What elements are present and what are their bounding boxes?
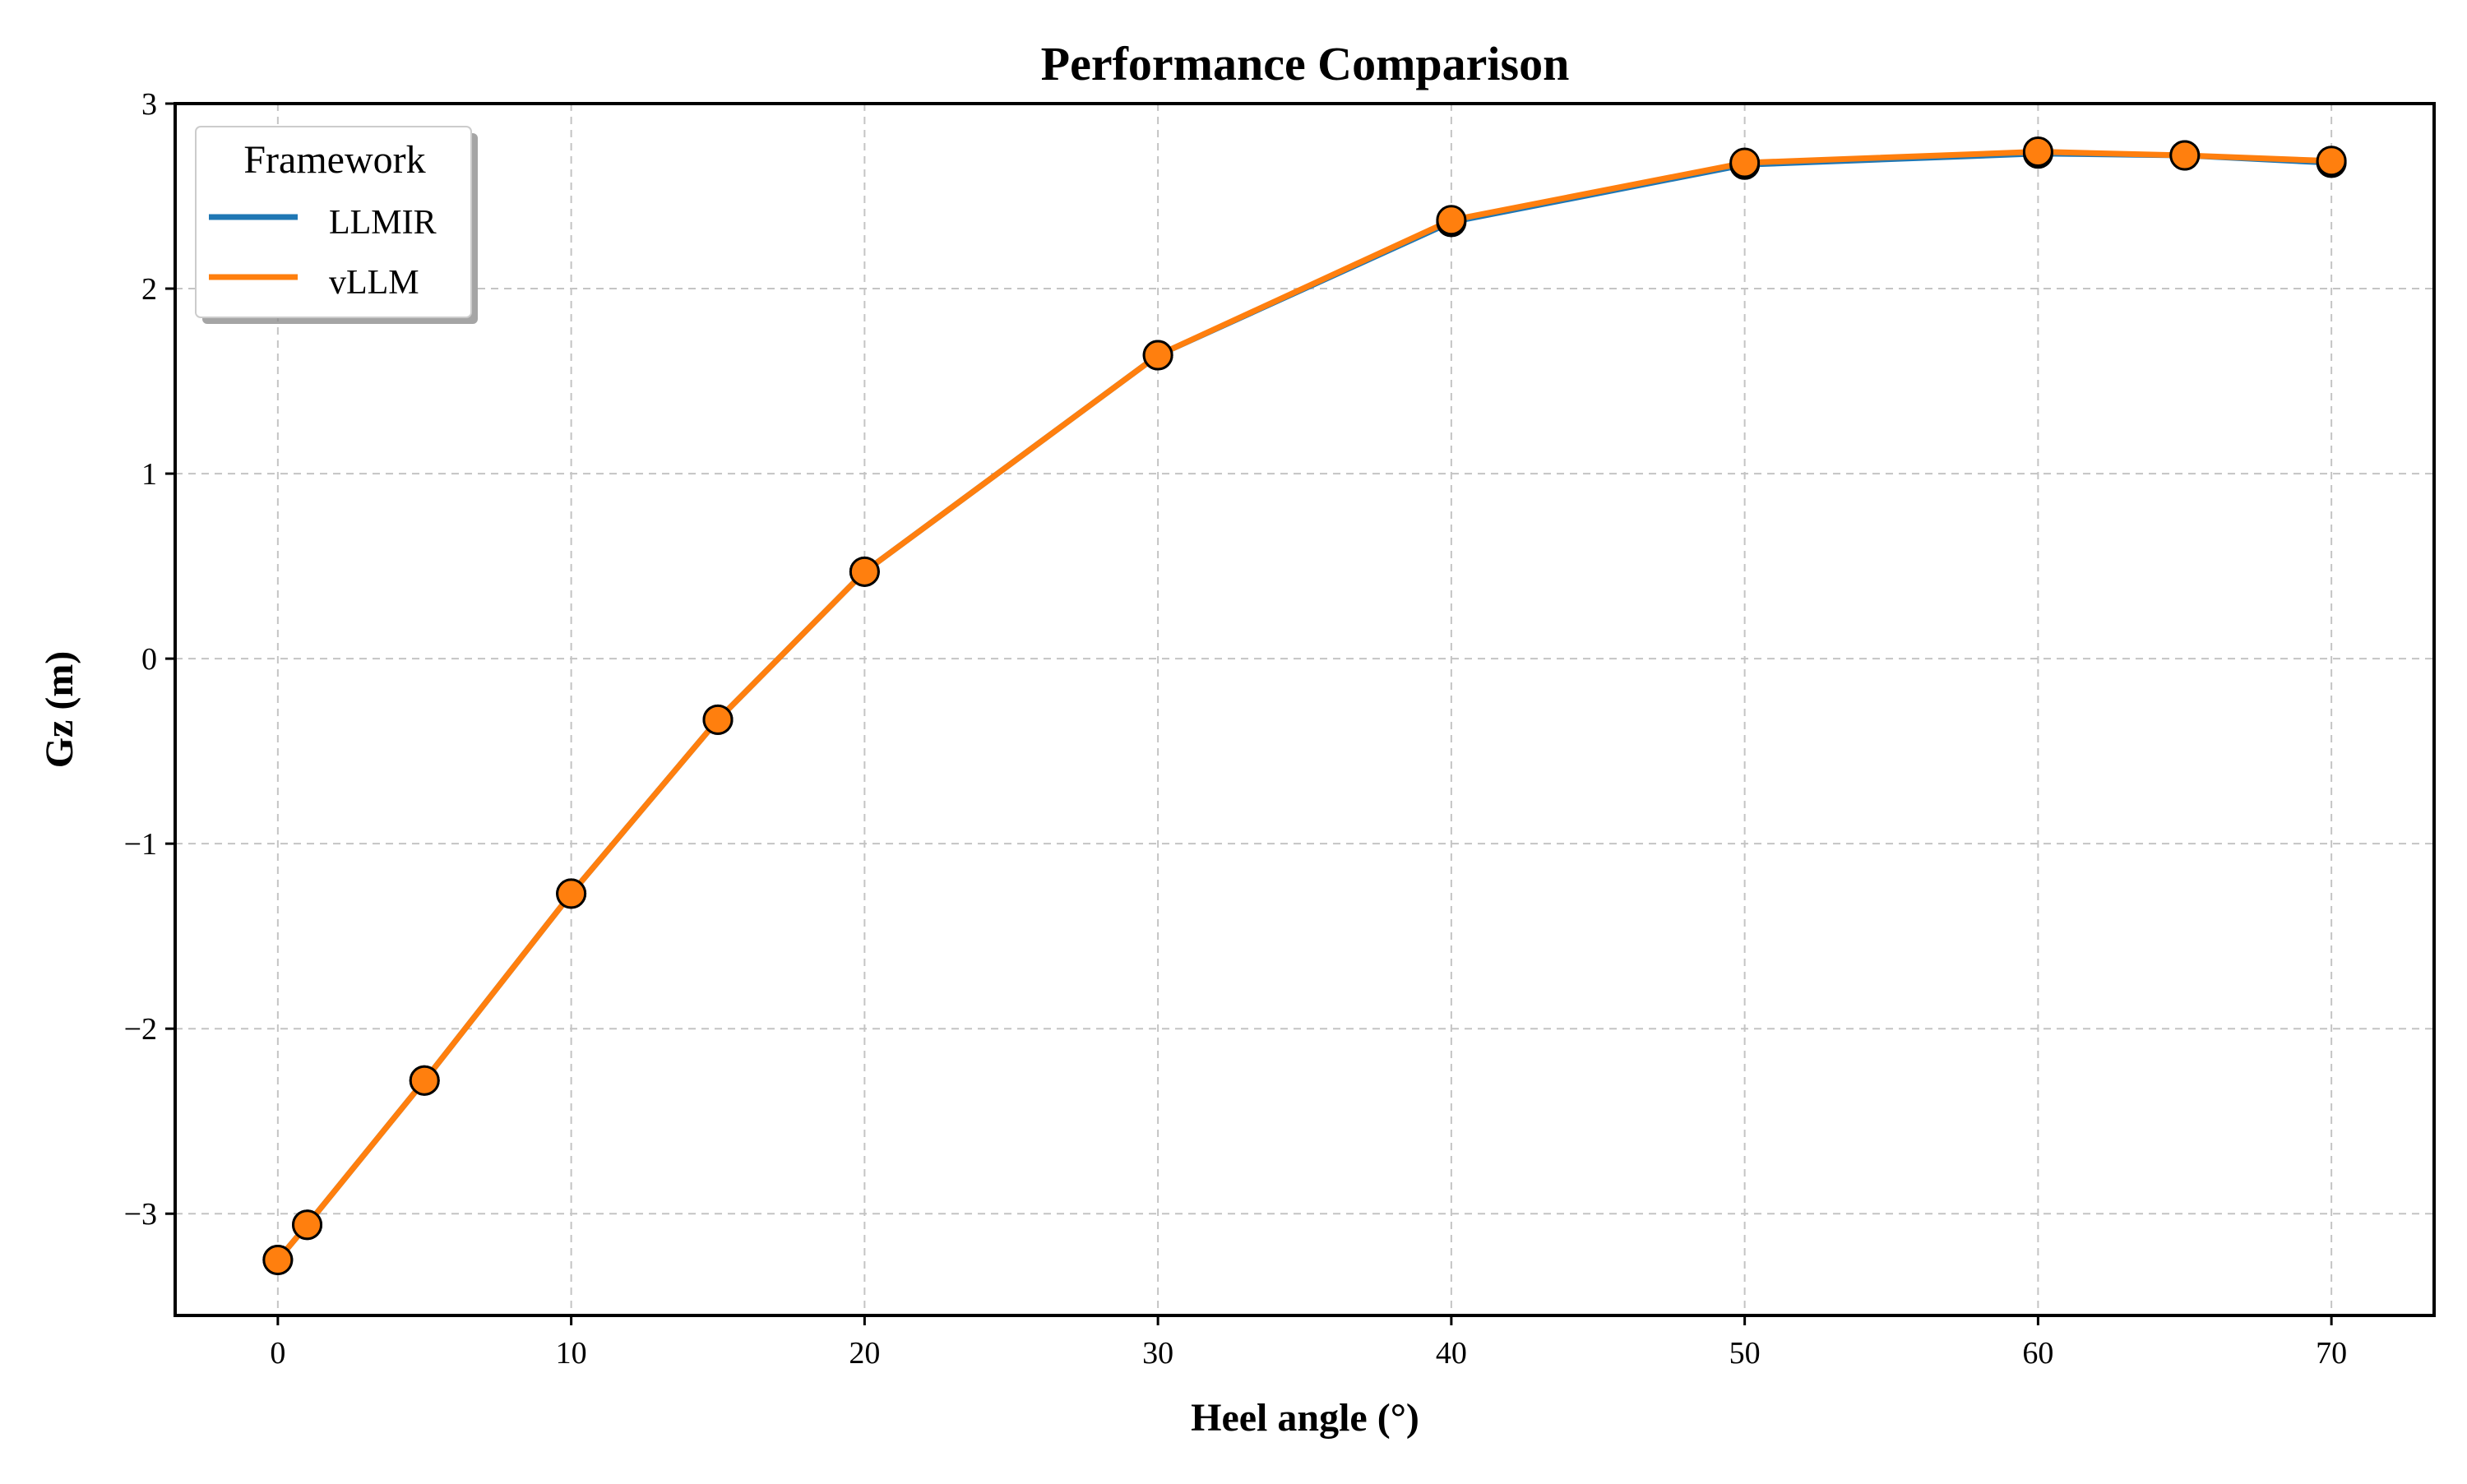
- x-tick-label: 20: [849, 1336, 880, 1371]
- data-point-vllm: [849, 556, 880, 587]
- x-tick-label: 60: [2022, 1336, 2053, 1371]
- legend-label-vllm: vLLM: [329, 264, 419, 302]
- data-point-vllm: [702, 704, 734, 735]
- data-point-vllm: [1436, 205, 1467, 236]
- x-tick-label: 0: [270, 1336, 285, 1371]
- x-axis-title: Heel angle (°): [1191, 1396, 1419, 1440]
- legend-title: Framework: [243, 138, 425, 182]
- data-point-vllm: [556, 878, 587, 909]
- data-point-vllm: [2316, 146, 2347, 177]
- legend: Framework LLMIR vLLM: [195, 126, 472, 318]
- grid: [175, 103, 2434, 1315]
- series-line-vllm: [275, 149, 2335, 1263]
- data-point-vllm: [1729, 147, 1761, 178]
- data-point-vllm: [2022, 136, 2053, 168]
- x-tick-label: 70: [2316, 1336, 2347, 1371]
- marker-layer: [262, 136, 2347, 1275]
- y-tick-label: −3: [124, 1197, 157, 1232]
- legend-label-llmir: LLMIR: [329, 204, 437, 242]
- x-tick-label: 50: [1729, 1336, 1761, 1371]
- y-tick-label: −1: [124, 827, 157, 862]
- y-axis-title: Gz (m): [38, 651, 81, 769]
- legend-box: [195, 126, 472, 318]
- x-tick-label: 30: [1142, 1336, 1173, 1371]
- x-tick-label: 10: [556, 1336, 587, 1371]
- data-point-vllm: [2169, 140, 2201, 171]
- y-tick-label: −2: [124, 1012, 157, 1047]
- y-axis-ticks: −3 −2 −1 0 1 2 3: [124, 87, 175, 1232]
- data-point-vllm: [292, 1209, 323, 1241]
- data-point-vllm: [262, 1244, 294, 1275]
- series-layer: [275, 149, 2335, 1263]
- y-tick-label: 2: [141, 272, 157, 307]
- plot-area-frame: [174, 102, 2436, 1317]
- x-tick-label: 40: [1436, 1336, 1467, 1371]
- data-point-vllm: [409, 1065, 440, 1096]
- y-tick-label: 0: [141, 642, 157, 677]
- x-axis-ticks: 0 10 20 30 40 50 60 70: [270, 1315, 2347, 1371]
- y-tick-label: 3: [141, 87, 157, 122]
- y-tick-label: 1: [141, 457, 157, 492]
- chart-title: Performance Comparison: [1041, 37, 1570, 90]
- data-point-vllm: [1142, 340, 1173, 371]
